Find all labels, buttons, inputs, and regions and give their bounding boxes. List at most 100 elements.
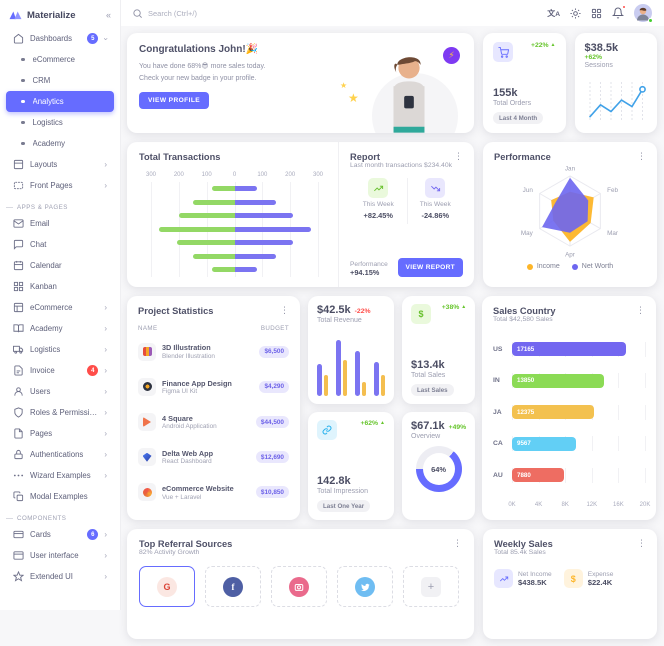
country-row: US 17165	[493, 341, 646, 357]
project-row: 3D Illustration Blender Illustration $6,50…	[138, 334, 289, 369]
brand-name[interactable]: Materialize	[27, 9, 76, 21]
sidebar-item-analytics[interactable]: Analytics	[6, 91, 114, 112]
axis-tick: 12K	[586, 502, 598, 508]
chevron-right-icon: ›	[104, 365, 107, 375]
trend-down-icon	[425, 178, 446, 198]
bullet-icon	[21, 99, 25, 104]
sidebar-item-front-pages[interactable]: Front Pages ›	[6, 175, 114, 196]
browser-icon	[13, 551, 24, 560]
sidebar-item-modal-examples[interactable]: Modal Examples	[6, 486, 114, 507]
sidebar-item-authentications[interactable]: Authentications ›	[6, 444, 114, 465]
online-status-dot	[648, 18, 653, 23]
donut-percent: 64%	[431, 464, 447, 474]
sidebar-item-academy-app[interactable]: Academy ›	[6, 318, 114, 339]
sidebar-item-calendar[interactable]: Calendar	[6, 255, 114, 276]
revenue-bar-group	[317, 363, 328, 396]
overview-value: $67.1k	[411, 420, 445, 432]
purple-bar	[355, 351, 360, 396]
sidebar-item-email[interactable]: Email	[6, 213, 114, 234]
transactions-row	[151, 250, 318, 264]
project-app-icon	[138, 413, 156, 431]
net-income-stat: Net Income $438.5K	[494, 569, 552, 588]
project-row: Finance App Design Figma UI Kit $4,290	[138, 369, 289, 404]
country-row: CA 9567	[493, 436, 646, 451]
sidebar-item-pages[interactable]: Pages ›	[6, 423, 114, 444]
tab-twitter[interactable]	[337, 566, 393, 607]
sidebar-item-wizard-examples[interactable]: Wizard Examples ›	[6, 465, 114, 486]
gridline	[151, 182, 152, 277]
view-report-button[interactable]: VIEW REPORT	[397, 258, 463, 277]
sidebar-item-academy-dash[interactable]: Academy	[6, 133, 114, 154]
gridline	[618, 436, 620, 451]
sidebar-item-chat[interactable]: Chat	[6, 234, 114, 255]
sidebar-item-invoice[interactable]: Invoice 4 ›	[6, 360, 114, 381]
star-icon: ★	[348, 91, 359, 105]
sidebar-collapse-icon[interactable]: «	[105, 10, 111, 20]
google-icon: G	[157, 576, 177, 597]
weekly-title: Weekly Sales	[494, 539, 553, 549]
country-row: AU 7880	[493, 467, 646, 483]
overview-delta: +49%	[448, 424, 467, 431]
sidebar-item-kanban[interactable]: Kanban	[6, 276, 114, 297]
tab-facebook[interactable]: f	[205, 566, 261, 607]
search-icon	[133, 8, 142, 18]
view-profile-button[interactable]: VIEW PROFILE	[139, 92, 210, 109]
purple-bar	[234, 253, 277, 259]
notifications-bell-icon[interactable]	[612, 5, 626, 19]
radar-month-label: May	[521, 230, 534, 237]
performance-title: Performance	[494, 152, 551, 162]
chevron-right-icon: ›	[104, 407, 107, 417]
purple-bar	[317, 363, 322, 396]
language-icon[interactable]: 文A	[547, 8, 560, 18]
orange-bar	[361, 382, 366, 396]
caret-up-icon: ▲	[550, 42, 556, 48]
sidebar-item-logistics-app[interactable]: Logistics ›	[6, 339, 114, 360]
tab-instagram[interactable]	[271, 566, 327, 607]
kebab-menu-icon[interactable]: ⋮	[636, 305, 645, 315]
sidebar-item-layouts[interactable]: Layouts ›	[6, 154, 114, 175]
congrats-line1: You have done 68%😎 more sales today.	[139, 63, 266, 70]
shortcuts-grid-icon[interactable]	[591, 8, 602, 19]
sidebar-item-users[interactable]: Users ›	[6, 381, 114, 402]
sidebar-item-roles-permissions[interactable]: Roles & Permissio... ›	[6, 402, 114, 423]
sales-period-chip: Last Sales	[411, 384, 454, 396]
sidebar-item-logistics-dash[interactable]: Logistics	[6, 112, 114, 133]
kanban-icon	[13, 281, 24, 292]
gridline	[618, 467, 620, 483]
sidebar-item-dashboards[interactable]: Dashboards 5 ›	[6, 28, 114, 49]
bullet-icon	[21, 141, 25, 146]
kebab-menu-icon[interactable]: ⋮	[637, 538, 646, 548]
tab-google[interactable]: G	[139, 566, 195, 607]
sidebar-item-ecommerce-app[interactable]: eCommerce ›	[6, 297, 114, 318]
search-input[interactable]	[148, 8, 278, 18]
purple-bar	[234, 213, 293, 219]
kebab-menu-icon[interactable]: ⋮	[280, 305, 289, 315]
weekly-sales-card: Weekly Sales ⋮ Total 85.4k Sales Net Inco…	[483, 529, 657, 639]
sidebar-item-cards[interactable]: Cards 6 ›	[6, 524, 114, 545]
kebab-menu-icon[interactable]: ⋮	[453, 538, 462, 548]
country-bar-track: 7880	[512, 467, 646, 483]
kebab-menu-icon[interactable]: ⋮	[637, 151, 646, 161]
theme-toggle-icon[interactable]	[570, 7, 581, 19]
sidebar-item-ecommerce-dash[interactable]: eCommerce	[6, 49, 114, 70]
truck-icon	[13, 345, 24, 354]
country-bar-track: 9567	[512, 436, 646, 451]
country-bar: 17165	[512, 342, 627, 356]
bullet-icon	[21, 120, 25, 125]
sessions-delta: +62%	[584, 54, 603, 61]
twitter-icon	[355, 576, 375, 597]
kebab-menu-icon[interactable]: ⋮	[454, 151, 463, 161]
chevron-right-icon: ›	[104, 159, 107, 169]
sidebar-item-crm[interactable]: CRM	[6, 70, 114, 91]
sidebar-item-extended-ui[interactable]: Extended UI ›	[6, 566, 114, 587]
sidebar-item-user-interface[interactable]: User interface ›	[6, 545, 114, 566]
dots-icon	[13, 474, 24, 477]
link-icon	[317, 420, 337, 440]
search-bar[interactable]	[132, 8, 547, 19]
user-avatar[interactable]	[634, 4, 653, 23]
brand-logo-icon	[9, 11, 22, 20]
gridline	[318, 182, 319, 277]
tab-add-source[interactable]: +	[403, 566, 459, 607]
axis-tick: 100	[257, 172, 268, 178]
report-down-value: -24.86%	[421, 211, 450, 220]
